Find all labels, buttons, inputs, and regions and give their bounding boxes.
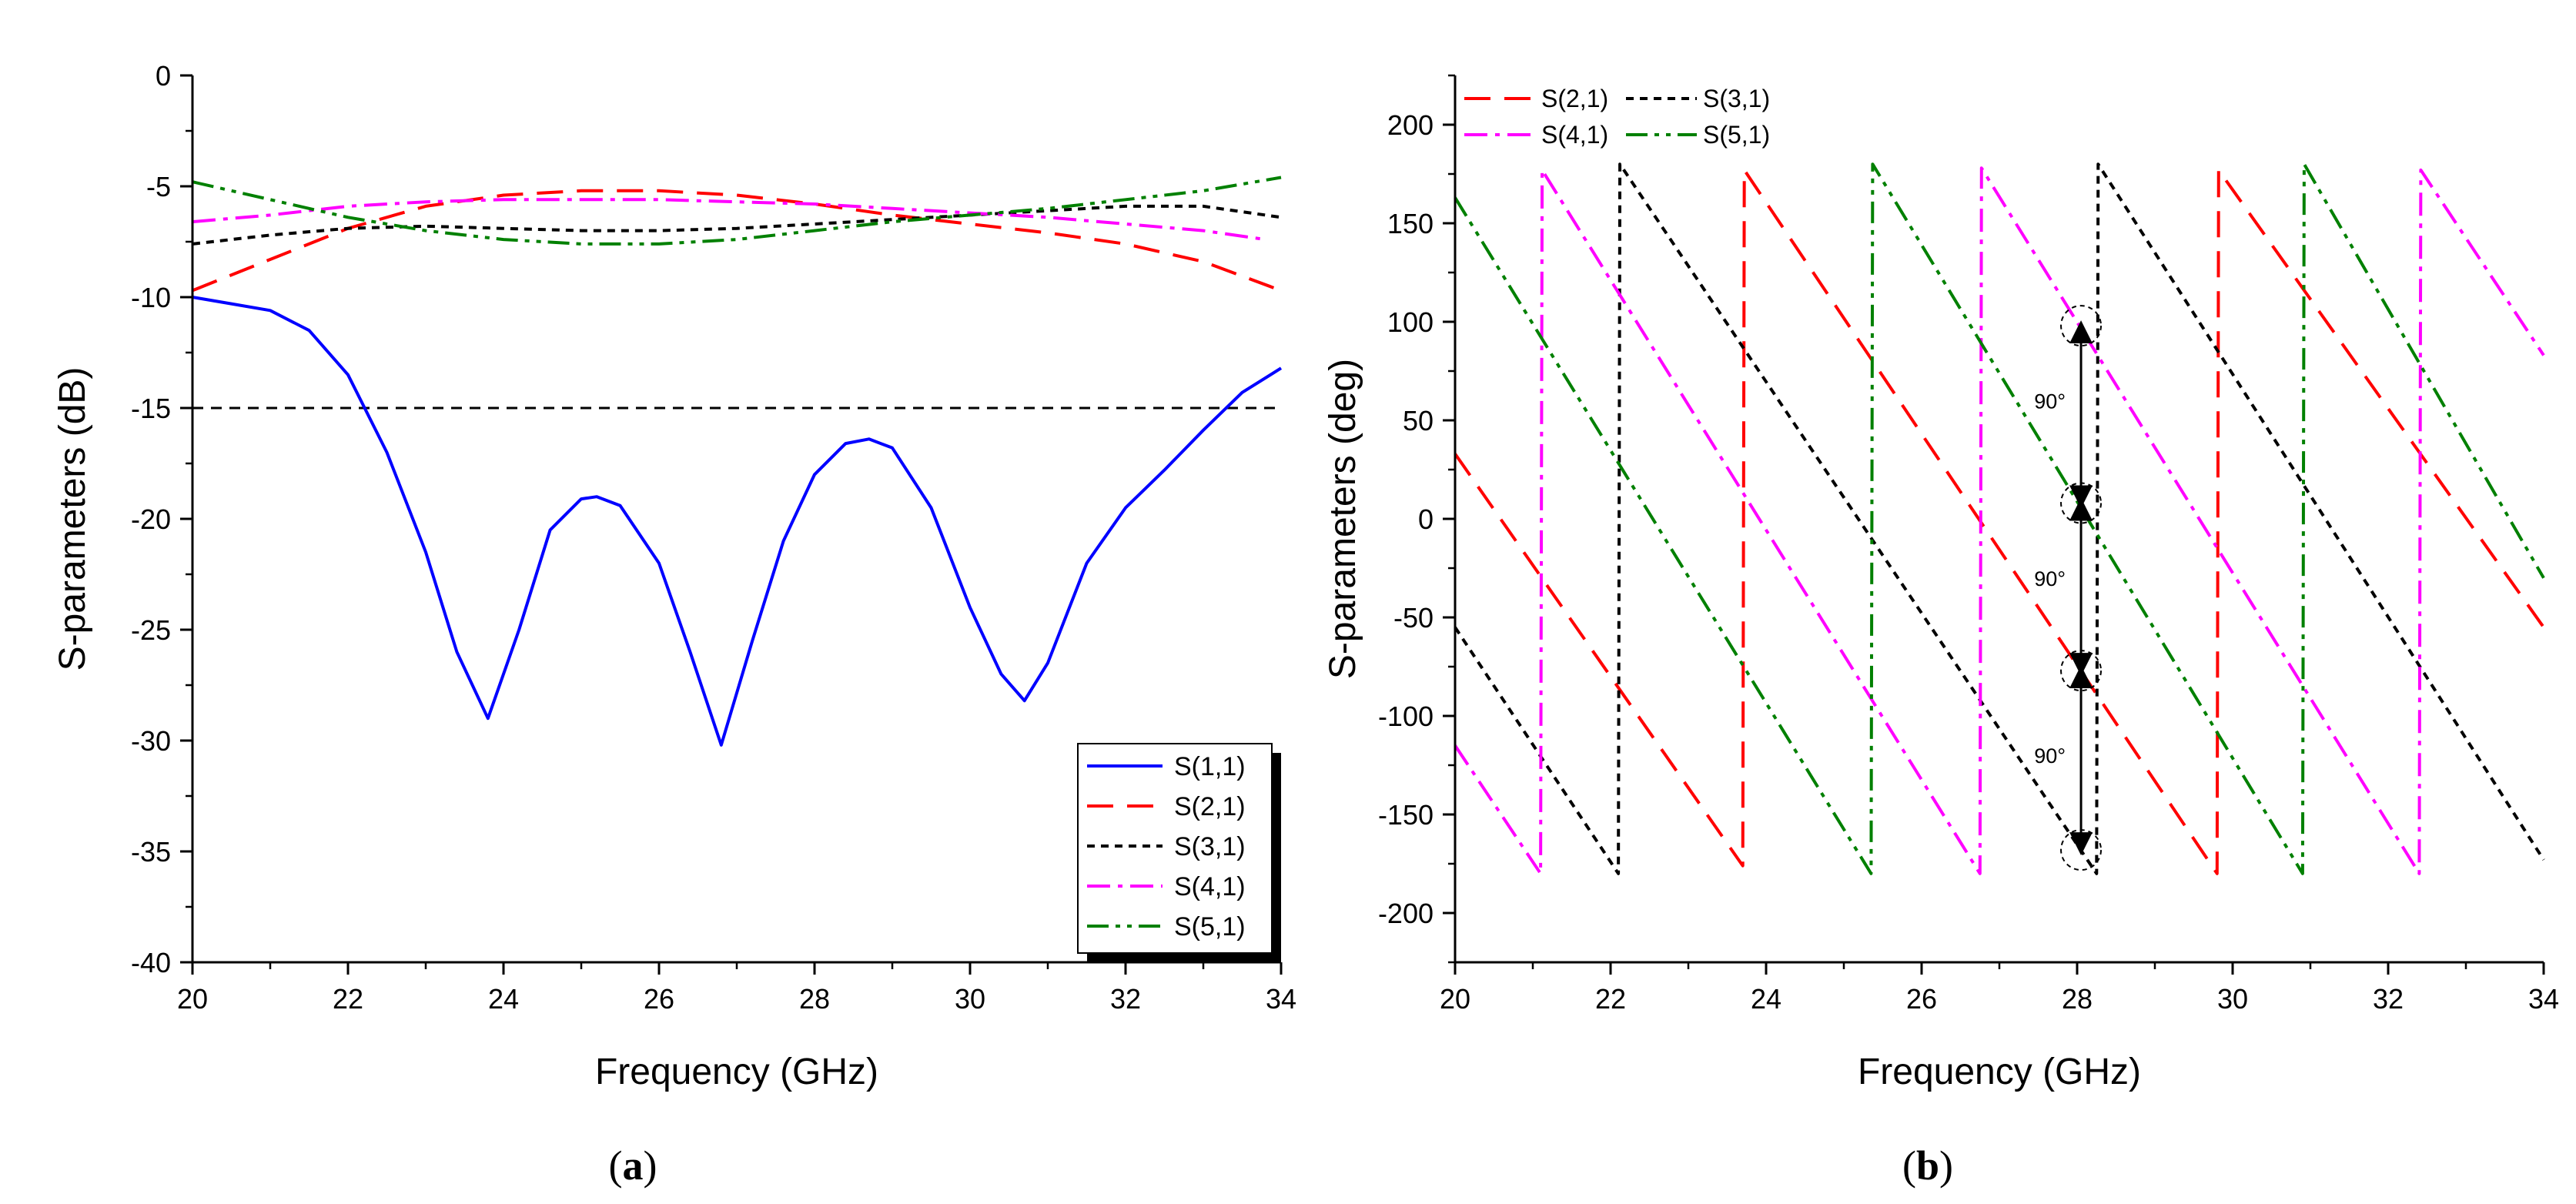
chart-a-ytick-labels: 0 -5 -10 -15 -20 -25 -30 -35 -40 bbox=[131, 60, 171, 978]
chart-a-ytick-label: -10 bbox=[131, 282, 171, 313]
chart-b-plot-area bbox=[1454, 162, 2545, 875]
chart-b-xtick-label: 20 bbox=[1440, 983, 1470, 1015]
chart-a-xtick-label: 26 bbox=[644, 983, 674, 1015]
chart-b-xtick-label: 34 bbox=[2528, 983, 2559, 1015]
chart-b-xlabel: Frequency (GHz) bbox=[1858, 1052, 2141, 1092]
chart-b-ytick-label: 50 bbox=[1403, 405, 1434, 436]
chart-a-legend-label: S(1,1) bbox=[1174, 752, 1246, 781]
caption-b-letter: b bbox=[1916, 1142, 1939, 1189]
chart-b-annotation-label: 90° bbox=[2034, 567, 2066, 590]
chart-b-ytick-label: 0 bbox=[1418, 503, 1434, 535]
chart-b-ytick-label: -100 bbox=[1378, 701, 1434, 732]
chart-b-xtick-label: 22 bbox=[1595, 983, 1626, 1015]
chart-a-series-21 bbox=[192, 189, 1282, 293]
chart-b-phase-marker bbox=[2060, 305, 2103, 347]
chart-b-legend: S(2,1) S(3,1) S(4,1) S(5,1) bbox=[1464, 85, 1770, 149]
chart-a-legend: S(1,1) S(2,1) S(3,1) S(4,1) S(5,1) bbox=[1077, 743, 1281, 962]
chart-b-ytick-label: -200 bbox=[1378, 898, 1434, 929]
chart-b-legend-label: S(4,1) bbox=[1541, 121, 1608, 149]
chart-a-legend-label: S(4,1) bbox=[1174, 872, 1246, 901]
chart-b-ylabel: S-parameters (deg) bbox=[1323, 359, 1363, 679]
chart-a-ytick-label: -35 bbox=[131, 836, 171, 868]
chart-a-ytick-label: -15 bbox=[131, 393, 171, 424]
chart-a-xtick-label: 22 bbox=[333, 983, 363, 1015]
chart-a-xtick-labels: 20 22 24 26 28 30 32 34 bbox=[177, 983, 1296, 1015]
chart-a-xlabel: Frequency (GHz) bbox=[595, 1052, 878, 1092]
chart-b-xtick-label: 24 bbox=[1751, 983, 1781, 1015]
chart-a-ytick-label: -5 bbox=[146, 171, 171, 202]
chart-b-ytick-label: 100 bbox=[1387, 306, 1434, 338]
chart-b-xtick-label: 28 bbox=[2062, 983, 2093, 1015]
chart-a-series-41 bbox=[192, 198, 1266, 242]
chart-b-xtick-label: 30 bbox=[2217, 983, 2248, 1015]
chart-b-series-41 bbox=[1454, 166, 2545, 875]
chart-a-ytick-label: -25 bbox=[131, 614, 171, 646]
chart-a-xtick-label: 28 bbox=[799, 983, 830, 1015]
chart-a-xtick-label: 30 bbox=[955, 983, 985, 1015]
chart-b-xtick-labels: 20 22 24 26 28 30 32 34 bbox=[1440, 983, 2559, 1015]
chart-b-ticks bbox=[1443, 74, 2545, 975]
chart-a-legend-label: S(3,1) bbox=[1174, 832, 1246, 861]
chart-a-series-31 bbox=[192, 204, 1282, 246]
chart-a-series-51 bbox=[192, 176, 1282, 246]
chart-a-plot-area bbox=[192, 176, 1283, 747]
chart-a-xtick-label: 24 bbox=[488, 983, 519, 1015]
caption-a: (a) bbox=[609, 1142, 657, 1189]
chart-b-legend-label: S(3,1) bbox=[1703, 85, 1770, 112]
chart-a-xtick-label: 32 bbox=[1110, 983, 1141, 1015]
chart-b-series-31 bbox=[1454, 162, 2545, 875]
chart-a-ytick-label: -20 bbox=[131, 503, 171, 535]
chart-b-ytick-label: -50 bbox=[1393, 602, 1434, 634]
chart-a-xtick-label: 20 bbox=[177, 983, 208, 1015]
chart-a-legend-label: S(5,1) bbox=[1174, 912, 1246, 941]
chart-b-xtick-label: 32 bbox=[2373, 983, 2404, 1015]
chart-a-legend-label: S(2,1) bbox=[1174, 792, 1246, 821]
chart-a: 20 22 24 26 28 30 32 34 0 -5 -10 -15 -20 -25 -30 -35 -4… bbox=[52, 60, 1296, 1189]
chart-a-xtick-label: 34 bbox=[1266, 983, 1296, 1015]
chart-b-legend-label: S(2,1) bbox=[1541, 85, 1608, 112]
chart-b-xtick-label: 26 bbox=[1906, 983, 1937, 1015]
chart-a-legend-box bbox=[1077, 743, 1273, 954]
caption-b: (b) bbox=[1902, 1142, 1953, 1189]
chart-a-ytick-label: -40 bbox=[131, 947, 171, 978]
chart-b: 20 22 24 26 28 30 32 34 200 150 100 50 0 -50 -100 -150… bbox=[1323, 74, 2559, 1189]
chart-b-ytick-label: -150 bbox=[1378, 799, 1434, 831]
chart-b-annotation-label: 90° bbox=[2034, 390, 2066, 413]
chart-b-legend-label: S(5,1) bbox=[1703, 121, 1770, 149]
caption-a-letter: a bbox=[623, 1142, 644, 1189]
chart-b-ytick-label: 150 bbox=[1387, 208, 1434, 239]
chart-b-annotation-label: 90° bbox=[2034, 744, 2066, 768]
chart-a-ytick-label: 0 bbox=[156, 60, 171, 92]
chart-a-ylabel: S-parameters (dB) bbox=[52, 367, 93, 671]
chart-b-ytick-labels: 200 150 100 50 0 -50 -100 -150 -200 bbox=[1378, 109, 1434, 929]
chart-b-annotations: 90° 90° 90° bbox=[2034, 305, 2103, 871]
chart-a-series-11 bbox=[192, 296, 1283, 747]
chart-b-ytick-label: 200 bbox=[1387, 109, 1434, 141]
chart-a-ytick-label: -30 bbox=[131, 725, 171, 757]
